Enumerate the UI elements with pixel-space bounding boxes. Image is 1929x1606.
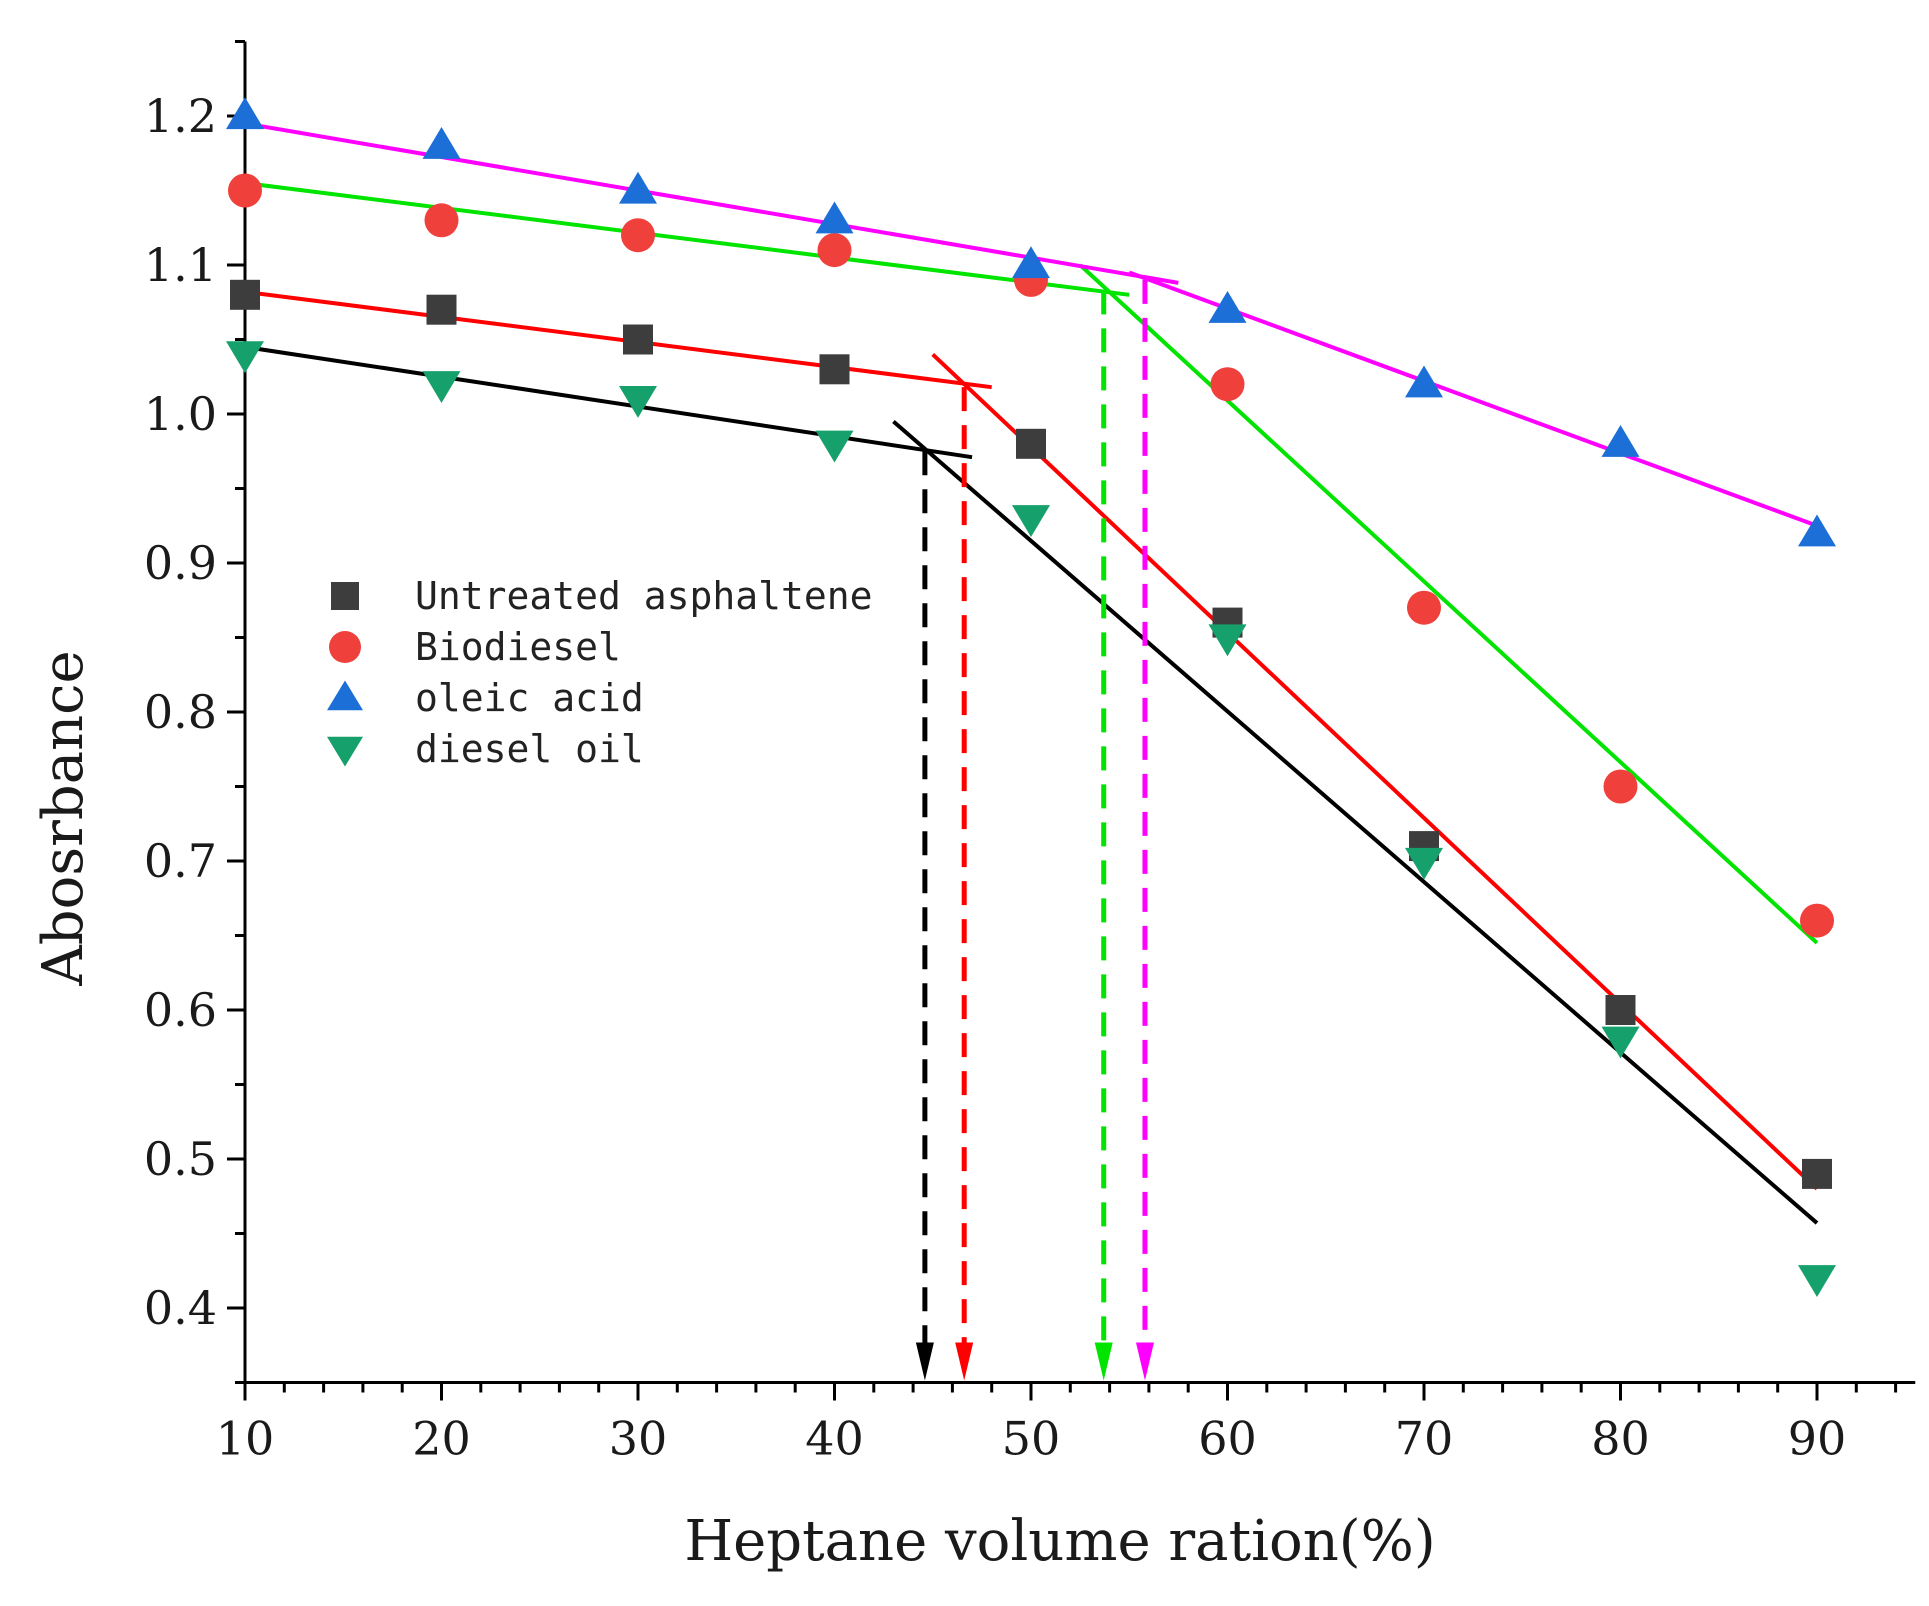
fit-lines-layer <box>244 121 1819 1225</box>
biodiesel-point <box>1800 903 1834 938</box>
black-low-fit <box>244 344 973 460</box>
black-high-fit <box>892 419 1819 1225</box>
oleic-acid-point <box>422 127 461 159</box>
legend-label-diesel-oil: diesel oil <box>415 727 644 771</box>
legend-marker-biodiesel <box>329 631 361 663</box>
x-tick-label: 60 <box>1198 1412 1257 1466</box>
biodiesel-point <box>1210 367 1245 402</box>
magenta-onset-arrowhead <box>1135 1342 1154 1381</box>
y-tick-label: 1.2 <box>144 89 217 143</box>
y-tick-label: 0.4 <box>144 1281 217 1335</box>
legend-marker-oleic-acid <box>327 680 363 711</box>
green-onset-arrowhead <box>1094 1342 1113 1381</box>
y-axis-title: Abosrbance <box>31 650 96 986</box>
y-tick-label: 0.5 <box>144 1132 217 1186</box>
legend: Untreated asphaltene Biodiesel oleic acid d… <box>327 574 873 771</box>
oleic-acid-point <box>1012 246 1050 279</box>
x-tick-label: 70 <box>1395 1412 1454 1466</box>
diesel-oil-point <box>1405 847 1443 880</box>
black-onset-arrowhead <box>915 1342 934 1381</box>
untreated-asphaltene-point <box>230 279 260 310</box>
y-tick-label: 0.8 <box>144 685 217 739</box>
x-tick-label: 50 <box>1002 1412 1061 1466</box>
diesel-oil-point <box>1208 624 1247 657</box>
untreated-asphaltene-point <box>426 294 457 325</box>
magenta-high-fit <box>1128 270 1818 528</box>
diesel-oil-point <box>1798 1265 1836 1297</box>
x-tick-label: 10 <box>216 1412 275 1466</box>
diesel-oil-point <box>1601 1026 1640 1059</box>
y-tick-label: 0.6 <box>144 983 217 1037</box>
x-tick-label: 20 <box>412 1412 471 1466</box>
data-points-layer <box>226 97 1836 1297</box>
untreated-asphaltene-point <box>819 354 850 385</box>
oleic-acid-point <box>1208 290 1247 323</box>
legend-label-untreated-asphaltene: Untreated asphaltene <box>415 574 873 618</box>
untreated-asphaltene-point <box>1802 1158 1832 1189</box>
y-tick-label: 1.1 <box>144 238 217 292</box>
x-tick-label: 30 <box>609 1412 668 1466</box>
x-tick-label: 40 <box>805 1412 864 1466</box>
diesel-oil-point <box>619 385 657 418</box>
diesel-oil-point <box>815 430 854 463</box>
oleic-acid-point <box>815 201 854 234</box>
x-tick-label: 80 <box>1591 1412 1650 1466</box>
biodiesel-point <box>1603 769 1638 804</box>
untreated-asphaltene-point <box>623 324 653 355</box>
untreated-asphaltene-point <box>1016 428 1046 459</box>
biodiesel-point <box>621 218 655 253</box>
onset-markers-layer <box>915 279 1154 1381</box>
y-tick-label: 0.7 <box>144 834 217 888</box>
x-axis-title: Heptane volume ration(%) <box>684 1509 1435 1574</box>
untreated-asphaltene-point <box>1605 995 1636 1025</box>
diesel-oil-point <box>422 371 461 403</box>
oleic-acid-point <box>226 97 264 130</box>
biodiesel-point <box>228 173 262 208</box>
axes-layer: 10 20 30 40 50 60 70 80 90 0.4 0.5 0.6 0.7 0.8 0.9 1.0 1… <box>144 40 1916 1466</box>
legend-marker-untreated-asphaltene <box>331 582 359 610</box>
oleic-acid-point <box>1601 425 1640 457</box>
legend-marker-diesel-oil <box>327 736 363 767</box>
green-high-fit <box>1078 263 1819 945</box>
red-onset-arrowhead <box>955 1342 974 1381</box>
magenta-low-fit <box>244 121 1179 285</box>
diesel-oil-point <box>1012 505 1050 538</box>
y-tick-label: 0.9 <box>144 536 217 590</box>
green-low-fit <box>244 181 1130 297</box>
y-tick-label: 1.0 <box>144 387 217 441</box>
legend-label-oleic-acid: oleic acid <box>415 676 644 720</box>
biodiesel-point <box>817 233 852 268</box>
oleic-acid-point <box>1405 365 1443 398</box>
biodiesel-point <box>424 203 459 238</box>
red-high-fit <box>931 352 1819 1191</box>
x-tick-label: 90 <box>1788 1412 1847 1466</box>
legend-label-biodiesel: Biodiesel <box>415 625 621 669</box>
biodiesel-point <box>1407 590 1441 625</box>
red-low-fit <box>244 289 992 390</box>
diesel-oil-point <box>226 341 264 374</box>
oleic-acid-point <box>1798 514 1836 547</box>
oleic-acid-point <box>619 171 657 204</box>
